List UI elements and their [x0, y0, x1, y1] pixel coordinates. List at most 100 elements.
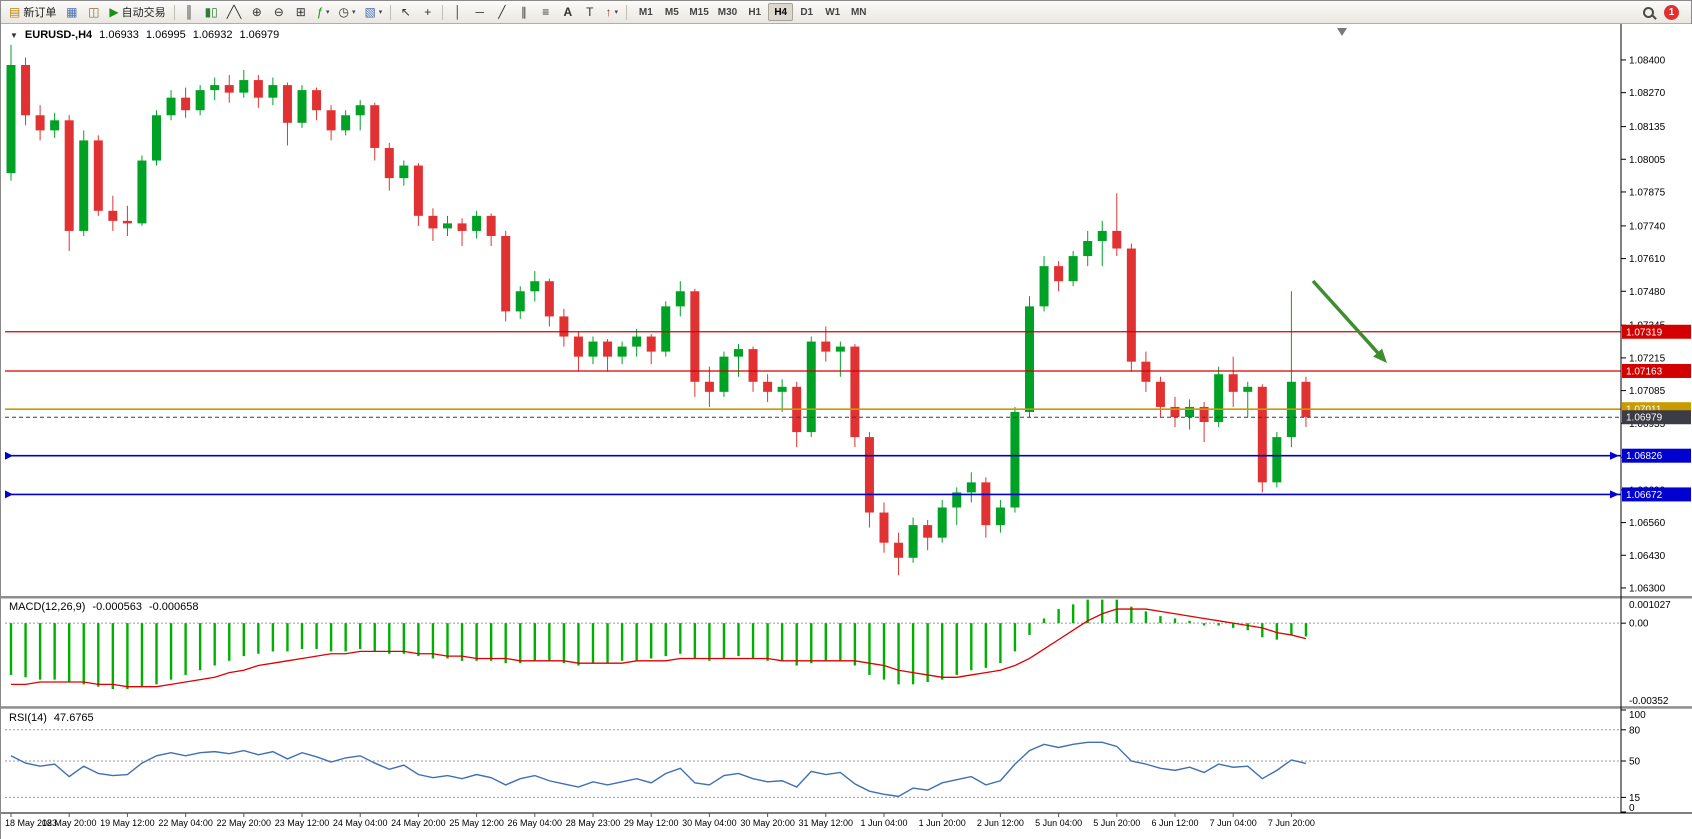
fibonacci-button[interactable]: ≡	[535, 2, 556, 22]
trendline-button[interactable]: ╱	[491, 2, 512, 22]
hline-right-marker	[1610, 451, 1619, 460]
tile-windows-button[interactable]: ⊞	[290, 2, 311, 22]
time-axis-label: 1 Jun 20:00	[919, 818, 966, 828]
templates-button[interactable]: ▧ ▾	[360, 2, 386, 22]
candle-body	[1054, 266, 1064, 282]
timeframe-button-m1[interactable]: M1	[633, 3, 658, 21]
indicators-button[interactable]: ƒ ▾	[312, 2, 333, 22]
candle-body	[1257, 386, 1267, 483]
candle-body	[326, 110, 336, 131]
channel-icon: ∥	[520, 5, 527, 19]
candle-body	[777, 386, 787, 392]
timeframe-button-h1[interactable]: H1	[742, 3, 767, 21]
candlestick-button[interactable]: ▮▯	[201, 2, 222, 22]
vertical-line-icon: │	[454, 5, 462, 19]
notification-badge[interactable]: 1	[1664, 4, 1679, 20]
text-label-icon: T	[586, 5, 594, 19]
candle-body	[1228, 374, 1238, 392]
pane-separator-macd[interactable]	[1, 596, 1692, 599]
periods-button[interactable]: ◷ ▾	[334, 2, 359, 22]
timeframe-button-h4[interactable]: H4	[768, 3, 794, 21]
chevron-down-icon: ▾	[325, 8, 330, 16]
channel-button[interactable]: ∥	[513, 2, 534, 22]
candle-body	[617, 346, 627, 357]
candle-body	[690, 291, 700, 382]
trend-arrow-shaft[interactable]	[1311, 279, 1383, 359]
ohlc-bars-button[interactable]: ║	[179, 2, 200, 22]
macd-scale-label: 0.001027	[1629, 600, 1671, 611]
timeframe-button-m15[interactable]: M15	[685, 3, 712, 21]
chart-shift-marker[interactable]	[1337, 28, 1347, 36]
arrows-tool-button[interactable]: ↑ ▾	[601, 2, 622, 22]
candle-body	[1025, 306, 1034, 412]
chevron-down-icon: ▾	[351, 8, 356, 16]
candle-body	[1272, 437, 1282, 483]
hline-left-marker	[5, 490, 13, 499]
candle-body	[879, 512, 889, 543]
zoom-out-button[interactable]: ⊖	[268, 2, 289, 22]
tile-windows-icon: ⊞	[295, 5, 306, 19]
price-scale-label: 1.08135	[1629, 122, 1666, 133]
timeframe-button-m30[interactable]: M30	[714, 3, 741, 21]
hline-1.06826-badge-text: 1.06826	[1626, 451, 1663, 462]
candle-body	[1126, 248, 1136, 362]
candle-body	[908, 525, 918, 558]
trend-arrow-head[interactable]	[1373, 348, 1387, 363]
time-axis-label: 7 Jun 20:00	[1268, 818, 1315, 828]
text-tool-button[interactable]: A	[557, 2, 578, 22]
cursor-button[interactable]: ↖	[395, 2, 416, 22]
time-axis-label: 22 May 04:00	[158, 818, 213, 828]
price-scale-label: 1.06300	[1629, 583, 1666, 594]
current-price-badge[interactable]	[1622, 410, 1691, 425]
candle-body	[79, 140, 89, 231]
rsi-scale-label: 15	[1629, 793, 1641, 804]
candle-body	[995, 507, 1005, 526]
crosshair-button[interactable]: +	[417, 2, 438, 22]
candle-body	[1097, 230, 1107, 241]
hline-1.06672-badge[interactable]	[1622, 487, 1691, 502]
rsi-line	[10, 741, 1307, 798]
timeframe-button-w1[interactable]: W1	[820, 3, 845, 21]
candle-body	[719, 356, 729, 392]
vertical-line-button[interactable]: │	[447, 2, 468, 22]
line-chart-button[interactable]: ╱╲	[223, 2, 245, 22]
candle-body	[661, 306, 671, 352]
chart-plot-surface[interactable]	[1, 24, 1692, 839]
hline-1.07163-badge[interactable]	[1622, 363, 1691, 378]
candle-body	[457, 223, 467, 231]
autotrade-icon: ▶	[109, 5, 119, 19]
candle-body	[1068, 256, 1078, 282]
toolbar-right-group: 1	[1643, 4, 1687, 20]
charts-group-button[interactable]: ▦	[61, 2, 82, 22]
new-order-button[interactable]: ▤ 新订单	[5, 2, 60, 22]
candle-body	[1010, 411, 1020, 508]
timeframe-button-d1[interactable]: D1	[794, 3, 819, 21]
hline-1.07319-badge[interactable]	[1622, 324, 1691, 339]
candle-body	[704, 381, 714, 392]
rsi-scale-label: 100	[1629, 710, 1646, 721]
candle-body	[239, 80, 249, 93]
timeframe-button-mn[interactable]: MN	[846, 3, 871, 21]
profile-button[interactable]: ◫	[83, 2, 104, 22]
candle-body	[210, 85, 220, 91]
hline-1.06826-badge[interactable]	[1622, 448, 1691, 463]
timeframe-button-m5[interactable]: M5	[659, 3, 684, 21]
toolbar-separator	[390, 4, 392, 20]
price-scale-label: 1.08400	[1629, 55, 1666, 66]
templates-icon: ▧	[364, 5, 376, 19]
candle-body	[370, 105, 380, 148]
chevron-down-icon: ▾	[378, 8, 383, 16]
candle-body	[384, 147, 394, 179]
time-axis-label: 31 May 12:00	[799, 818, 854, 828]
horizontal-line-button[interactable]: ─	[469, 2, 490, 22]
candle-body	[137, 160, 147, 224]
price-scale-label: 1.07085	[1629, 386, 1666, 397]
text-label-button[interactable]: T	[579, 2, 600, 22]
price-scale-label: 1.07740	[1629, 221, 1666, 232]
zoom-in-button[interactable]: ⊕	[246, 2, 267, 22]
autotrade-button[interactable]: ▶ 自动交易	[105, 2, 169, 22]
macd-layer	[9, 599, 1308, 690]
search-icon[interactable]	[1643, 6, 1654, 18]
candle-body	[443, 223, 452, 229]
pane-separator-rsi[interactable]	[1, 706, 1692, 709]
